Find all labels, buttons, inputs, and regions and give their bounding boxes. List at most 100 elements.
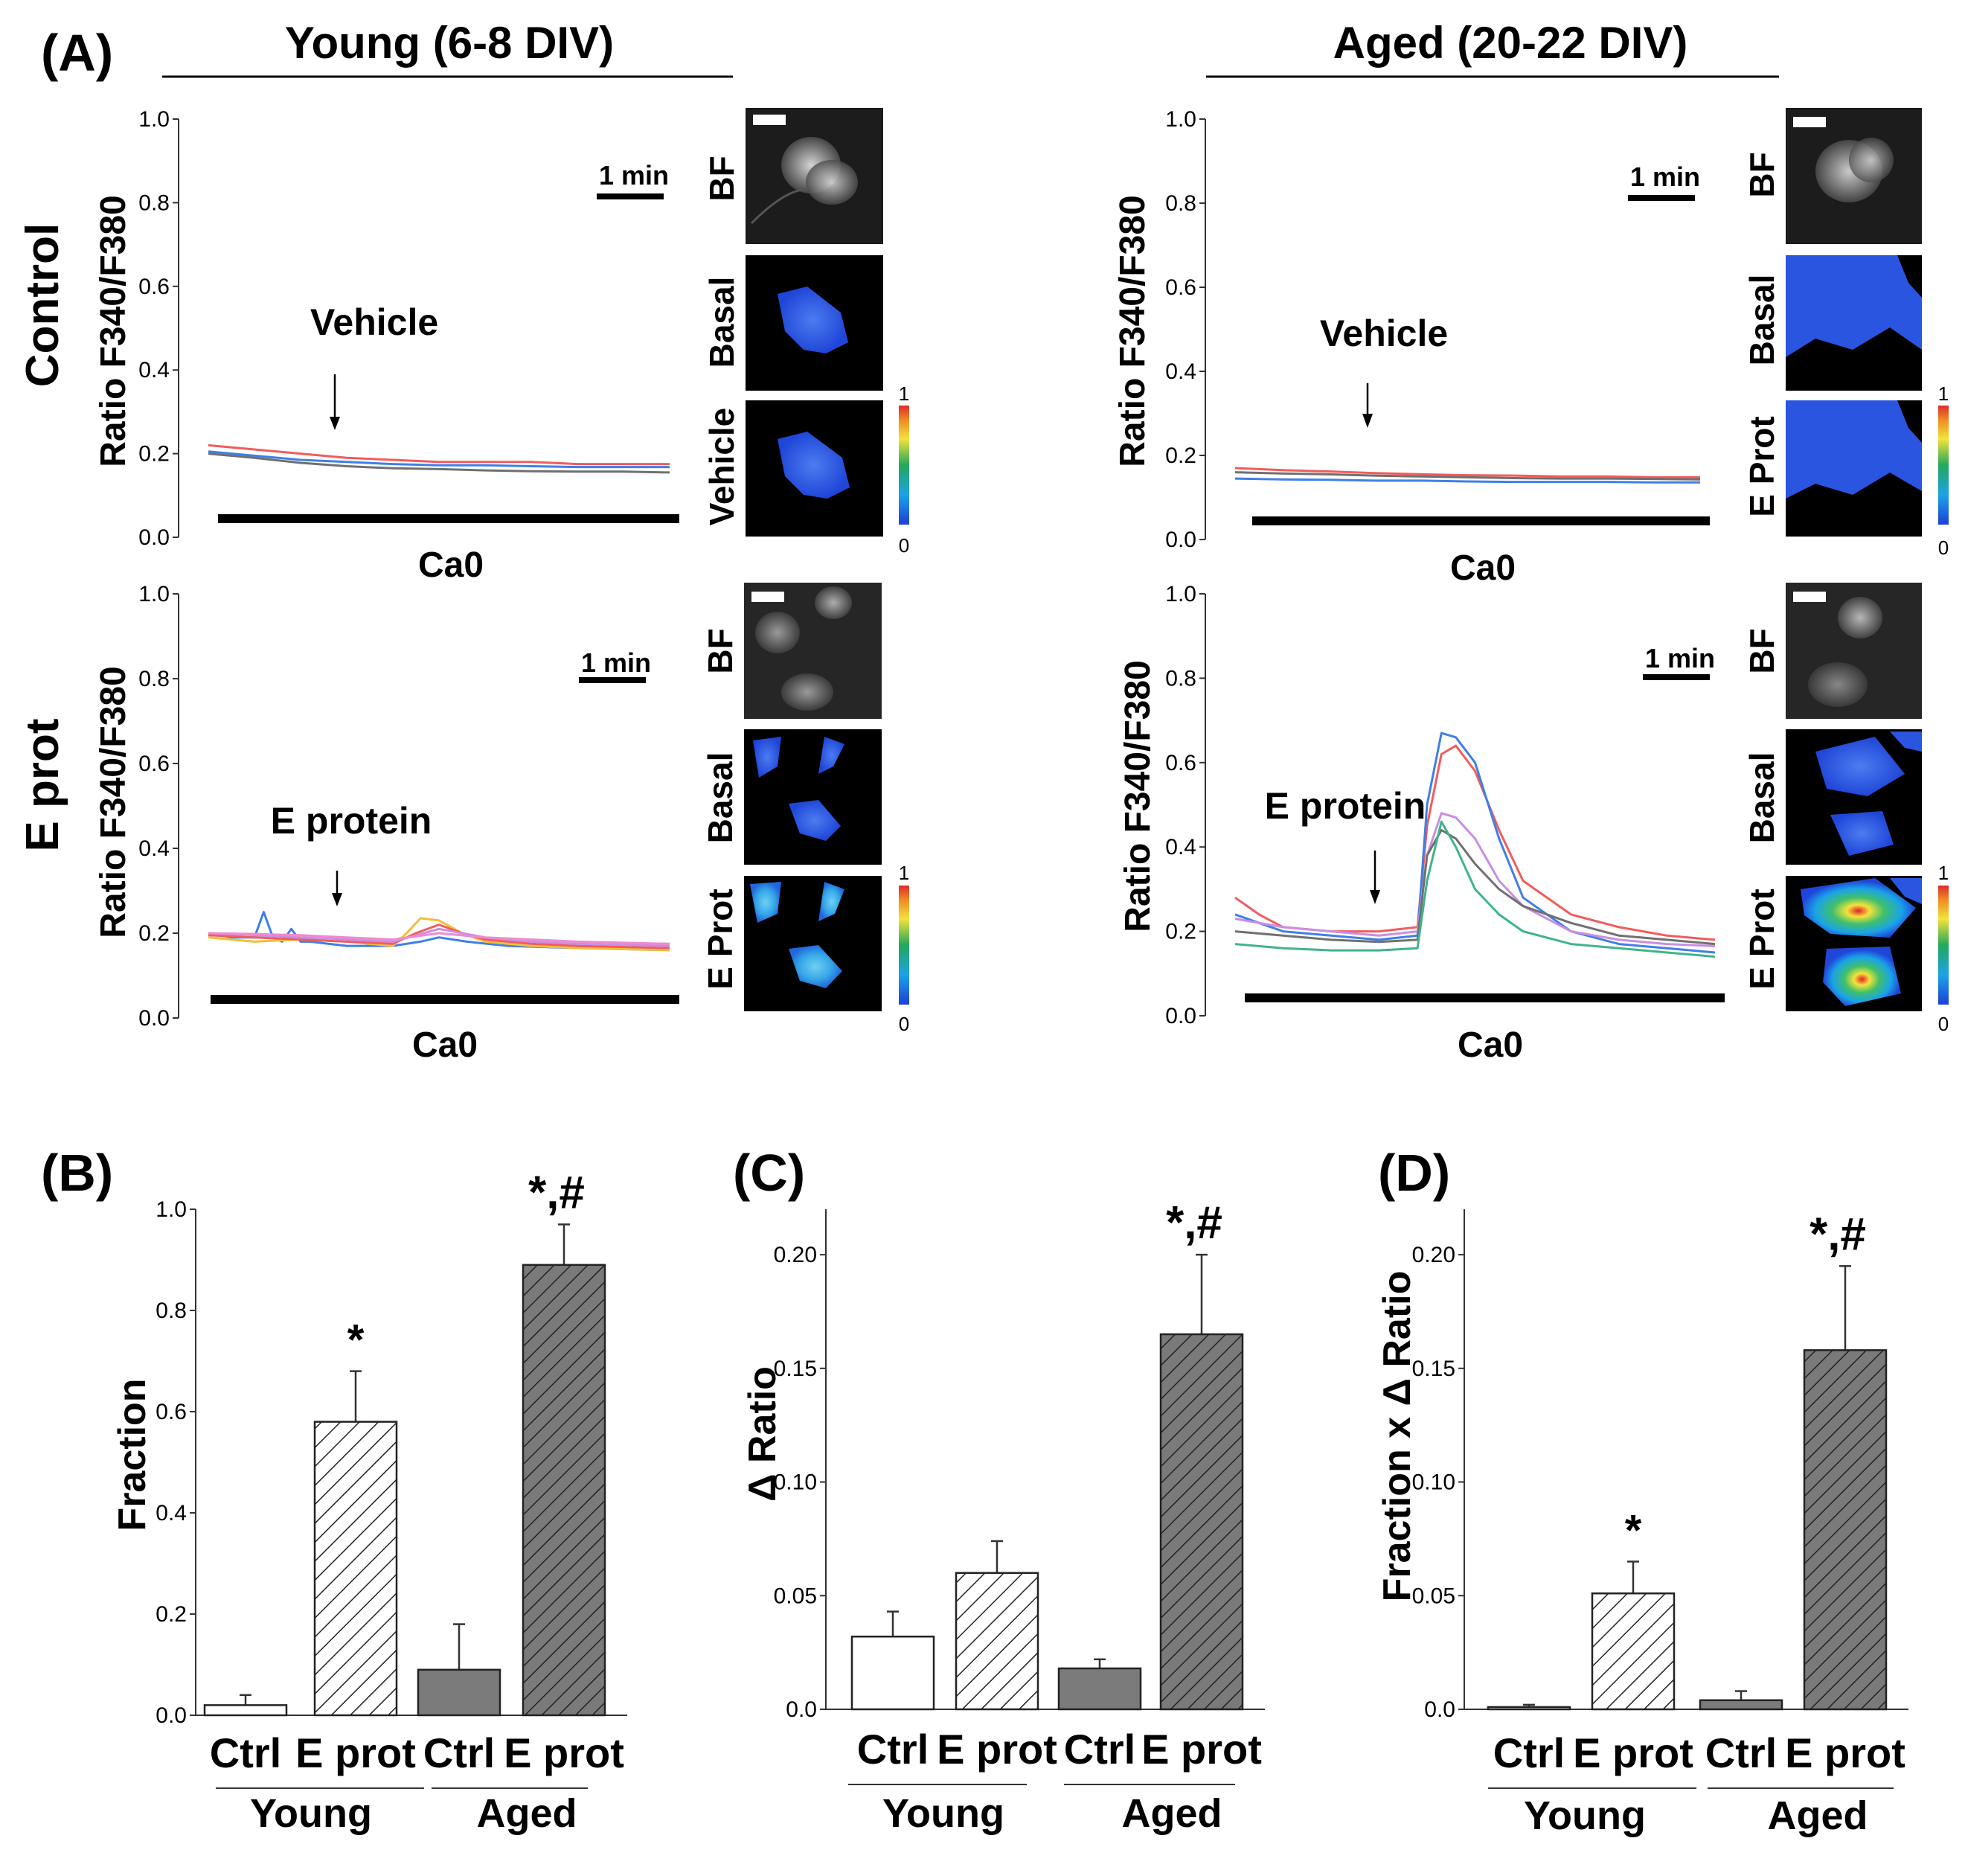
buffer-label: Ca0 <box>418 545 484 585</box>
treatment-ratio-image <box>1786 876 1922 1011</box>
label-C: (C) <box>733 1144 805 1202</box>
y-tick-label: 0.0 <box>1165 528 1196 552</box>
colorbar <box>899 886 909 1005</box>
image-label-basal: Basal <box>1743 275 1781 366</box>
bar-2 <box>417 1668 501 1717</box>
significance-mark: * <box>1625 1506 1642 1555</box>
bar-0 <box>203 1704 288 1717</box>
y-tick-label: 0.10 <box>774 1470 817 1495</box>
treatment-arrow <box>332 871 342 906</box>
image-label-bf: BF <box>702 156 741 201</box>
bar-3 <box>1803 1349 1888 1711</box>
y-tick-label: 0.05 <box>774 1584 817 1608</box>
image-strip-young-control: BF Basal Vehicle 1 0 <box>702 108 909 557</box>
category-label: E prot <box>937 1726 1057 1773</box>
trace-line-cell-3 <box>1234 812 1716 947</box>
bar-1 <box>955 1572 1039 1711</box>
category-label: Ctrl <box>857 1726 929 1773</box>
buffer-label: Ca0 <box>1450 548 1516 588</box>
trace-line-cell-2 <box>208 450 670 469</box>
bar-0 <box>850 1636 935 1711</box>
category-label: Ctrl <box>1493 1729 1565 1776</box>
category-label: Ctrl <box>423 1729 495 1776</box>
y-tick-label: 0.6 <box>138 275 170 299</box>
category-label: Ctrl <box>1705 1729 1777 1776</box>
y-tick-label: 0.6 <box>156 1400 187 1424</box>
treatment-annotation: E protein <box>271 800 432 842</box>
trace-line-cell-1 <box>1234 744 1716 941</box>
group-label: Young <box>882 1791 1004 1836</box>
y-tick-label: 0.4 <box>156 1501 187 1526</box>
y-tick-label: 0.10 <box>1412 1470 1455 1495</box>
treatment-arrow <box>330 374 340 430</box>
y-tick-label: 0.8 <box>138 667 170 691</box>
group-label: Aged <box>1122 1791 1222 1836</box>
significance-mark: * <box>347 1316 365 1365</box>
category-label: E prot <box>1141 1726 1262 1773</box>
y-tick-label: 1.0 <box>138 107 170 132</box>
category-label: E prot <box>504 1729 624 1776</box>
bright-field-image <box>1786 583 1922 719</box>
y-tick-label: 1.0 <box>1165 582 1196 606</box>
y-tick-label: 0.4 <box>1165 835 1196 859</box>
treatment-annotation: Vehicle <box>1320 313 1448 354</box>
category-label: Ctrl <box>210 1729 281 1776</box>
ratio-axis-label: Ratio F340/F380 <box>1113 195 1153 467</box>
basal-ratio-image <box>1786 255 1922 391</box>
y-tick-label: 0.15 <box>1412 1357 1455 1381</box>
trace-line-cell-1 <box>208 911 670 952</box>
y-tick-label: 0.15 <box>774 1357 817 1381</box>
scale-bar-label: 1 min <box>1630 161 1700 192</box>
group-label: Aged <box>1768 1793 1868 1838</box>
image-label-treatment: Vehicle <box>702 408 741 526</box>
y-tick-label: 0.6 <box>1165 751 1196 775</box>
treatment-annotation: E protein <box>1265 785 1426 827</box>
y-tick-label: 0.0 <box>156 1703 187 1728</box>
trace-panel-aged-eprot: Ratio F340/F380 Ca0 1 min E protein 0.0 0… <box>1118 582 1725 1065</box>
fraction-axis-label: Fraction <box>111 1378 154 1531</box>
bright-field-image <box>746 108 883 244</box>
y-tick-label: 1.0 <box>138 582 170 606</box>
fraction-x-delta-axis-label: Fraction x Δ Ratio <box>1376 1271 1419 1602</box>
image-label-basal: Basal <box>702 277 741 368</box>
category-label: E prot <box>295 1729 416 1776</box>
bar-2 <box>1057 1667 1142 1711</box>
colorbar-max: 1 <box>899 382 909 405</box>
delta-ratio-axis-label: Δ Ratio <box>741 1366 784 1502</box>
scale-bar-label: 1 min <box>599 160 669 191</box>
bar-chart-fraction-x-delta-ratio: Fraction x Δ Ratio 0.0 0.05 0.10 0.15 0.20 Ct… <box>1376 1208 1908 1838</box>
significance-mark: *,# <box>1809 1208 1866 1260</box>
bar-1 <box>1591 1592 1676 1711</box>
y-tick-label: 0.20 <box>774 1243 817 1267</box>
image-label-basal: Basal <box>1743 752 1781 844</box>
y-tick-label: 0.0 <box>138 1006 170 1031</box>
trace-panel-young-control: Ratio F340/F380 Ca0 1 min Vehicle 0.0 0.2… <box>94 107 679 585</box>
y-tick-label: 0.20 <box>1412 1243 1455 1267</box>
group-label: Aged <box>477 1791 577 1836</box>
treatment-annotation: Vehicle <box>310 301 438 343</box>
scale-bar-label: 1 min <box>1645 643 1715 673</box>
scale-bar-label: 1 min <box>581 647 651 678</box>
trace-line-cell-1 <box>1234 467 1700 478</box>
image-label-bf: BF <box>701 628 740 673</box>
category-label: E prot <box>1573 1729 1693 1776</box>
image-label-treatment: E Prot <box>1743 889 1781 989</box>
y-tick-label: 0.6 <box>138 752 170 776</box>
y-tick-label: 0.6 <box>1165 275 1196 300</box>
bar-2 <box>1699 1699 1783 1711</box>
bar-1 <box>313 1421 398 1717</box>
trace-panel-young-eprot: Ratio F340/F380 Ca0 1 min E protein 0.0 0… <box>94 582 679 1065</box>
basal-ratio-image <box>746 255 883 391</box>
colorbar <box>899 406 909 525</box>
category-label: E prot <box>1785 1729 1905 1776</box>
ratio-axis-label: Ratio F340/F380 <box>94 666 133 938</box>
y-tick-label: 0.8 <box>156 1299 187 1323</box>
colorbar-min: 0 <box>899 534 909 557</box>
column-title-young: Young (6-8 DIV) <box>285 18 614 68</box>
y-tick-label: 0.4 <box>1165 359 1196 384</box>
trace-line-cell-3 <box>208 452 670 474</box>
colorbar-min: 0 <box>1938 1013 1949 1035</box>
